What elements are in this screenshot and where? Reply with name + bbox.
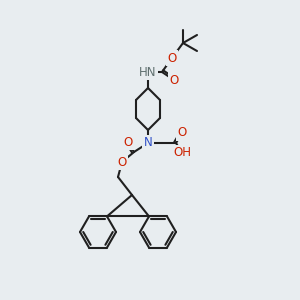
Text: O: O xyxy=(117,155,127,169)
Text: O: O xyxy=(167,52,177,64)
Text: O: O xyxy=(177,127,187,140)
Text: N: N xyxy=(144,136,152,149)
Text: OH: OH xyxy=(173,146,191,160)
Text: HN: HN xyxy=(139,65,157,79)
Text: O: O xyxy=(123,136,133,148)
Text: O: O xyxy=(169,74,178,86)
